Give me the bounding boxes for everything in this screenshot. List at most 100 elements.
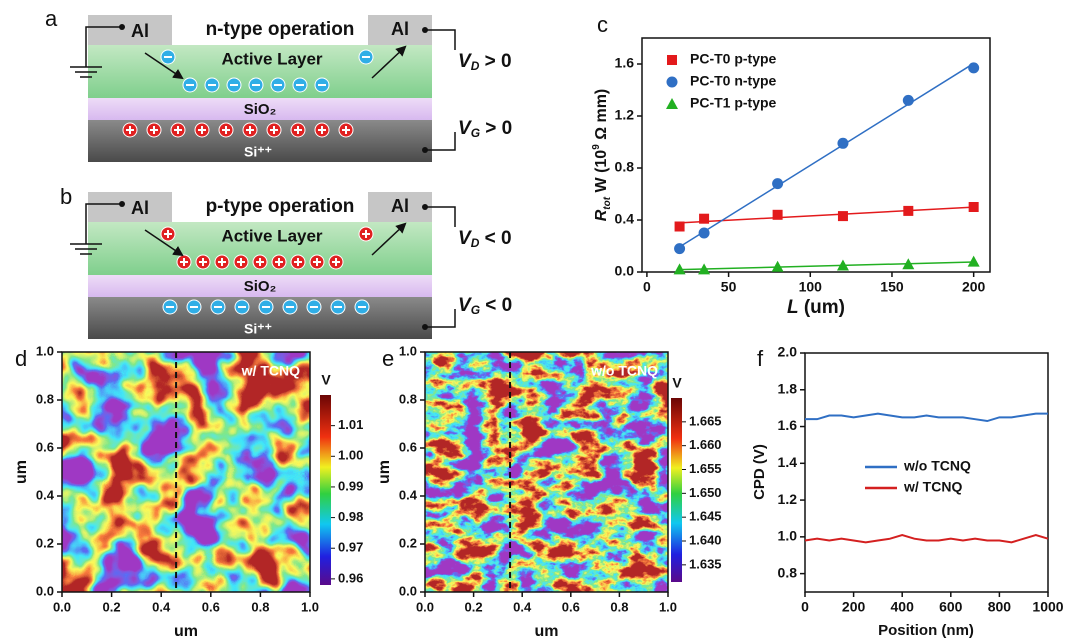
y-tick-label: 0.0 bbox=[615, 263, 635, 279]
y-axis-label: um bbox=[376, 460, 393, 484]
panel-label: b bbox=[60, 184, 72, 209]
y-tick-label: 2.0 bbox=[778, 344, 798, 360]
y-tick-label: 1.6 bbox=[615, 55, 635, 71]
x-tick-label: 1000 bbox=[1032, 599, 1063, 615]
subscript: G bbox=[471, 126, 480, 140]
wire bbox=[85, 203, 122, 244]
fit-line bbox=[679, 62, 975, 248]
layer-label: Si⁺⁺ bbox=[244, 321, 272, 337]
voltage-label: VD < 0 bbox=[458, 228, 512, 250]
substrate bbox=[88, 120, 432, 162]
x-tick-label: 0.6 bbox=[562, 599, 580, 614]
subscript: G bbox=[471, 303, 480, 317]
y-tick-label: 1.4 bbox=[778, 454, 798, 470]
contact bbox=[88, 192, 172, 222]
x-tick-label: 0.0 bbox=[53, 599, 71, 614]
y-tick-label: 0.8 bbox=[778, 564, 798, 580]
oxide bbox=[88, 98, 432, 120]
colorbar-tick-label: 0.99 bbox=[338, 478, 363, 493]
contact-label: Al bbox=[391, 196, 409, 216]
symbol: V bbox=[458, 228, 472, 249]
arrow bbox=[371, 45, 407, 79]
layer-label: SiO₂ bbox=[244, 278, 277, 295]
colorbar-tick-label: 1.640 bbox=[689, 532, 722, 547]
contact bbox=[88, 15, 172, 45]
series-line bbox=[804, 533, 1049, 544]
marker bbox=[673, 263, 686, 275]
y-tick-label: 0.4 bbox=[399, 487, 418, 502]
oxide bbox=[88, 275, 432, 297]
x-tick-label: 50 bbox=[721, 279, 737, 295]
colorbar-tick-label: 1.660 bbox=[689, 437, 722, 452]
marker bbox=[666, 98, 678, 109]
subscript: tot bbox=[602, 196, 613, 209]
voltage-label: VG < 0 bbox=[458, 295, 512, 317]
voltage-label: VG > 0 bbox=[458, 118, 512, 140]
x-tick-label: 100 bbox=[799, 279, 823, 295]
marker bbox=[903, 205, 914, 216]
symbol: V bbox=[458, 118, 472, 139]
x-axis-label: um bbox=[535, 623, 559, 640]
layer-label: Active Layer bbox=[221, 49, 322, 68]
plot-frame bbox=[424, 351, 669, 593]
superscript: 9 bbox=[591, 144, 602, 150]
colorbar-tick-label: 1.00 bbox=[338, 448, 363, 463]
wire bbox=[425, 132, 456, 151]
colorbar bbox=[671, 398, 682, 582]
legend-label: PC-T0 p-type bbox=[690, 51, 777, 67]
marker bbox=[699, 213, 710, 224]
x-tick-label: 200 bbox=[842, 599, 866, 615]
y-tick-label: 1.0 bbox=[778, 528, 798, 544]
marker bbox=[772, 178, 784, 190]
x-tick-label: 600 bbox=[939, 599, 963, 615]
relation: < 0 bbox=[480, 295, 512, 316]
legend-label: w/ TCNQ bbox=[903, 479, 962, 495]
symbol: L bbox=[787, 297, 799, 318]
relation: > 0 bbox=[479, 51, 511, 72]
marker bbox=[837, 211, 848, 222]
plot-frame bbox=[641, 37, 991, 273]
y-axis-label: CPD (V) bbox=[751, 444, 768, 500]
plot-frame bbox=[804, 352, 1049, 593]
colorbar-tick-label: 1.650 bbox=[689, 485, 722, 500]
legend-label: w/o TCNQ bbox=[903, 458, 971, 474]
marker bbox=[674, 243, 686, 255]
x-tick-label: 0.2 bbox=[103, 599, 121, 614]
y-tick-label: 1.6 bbox=[778, 417, 798, 433]
x-tick-label: 0.8 bbox=[610, 599, 628, 614]
unit: (um) bbox=[799, 297, 845, 318]
x-tick-label: 0.4 bbox=[513, 599, 532, 614]
contact-label: Al bbox=[391, 19, 409, 39]
x-tick-label: 800 bbox=[988, 599, 1012, 615]
contact-label: Al bbox=[131, 21, 149, 41]
legend-label: PC-T1 p-type bbox=[690, 95, 777, 111]
marker bbox=[836, 259, 849, 271]
unit: Ω mm) bbox=[593, 89, 610, 145]
y-tick-label: 0.6 bbox=[36, 439, 54, 454]
map-tag: w/o TCNQ bbox=[590, 363, 658, 379]
x-tick-label: 1.0 bbox=[301, 599, 319, 614]
x-tick-label: 200 bbox=[962, 279, 986, 295]
contact bbox=[368, 15, 432, 45]
x-tick-label: 0.8 bbox=[251, 599, 269, 614]
x-tick-label: 0.4 bbox=[152, 599, 171, 614]
relation: < 0 bbox=[479, 228, 511, 249]
subscript: D bbox=[471, 59, 480, 73]
marker bbox=[666, 76, 678, 88]
x-axis-label: Position (nm) bbox=[878, 622, 974, 639]
y-tick-label: 0.4 bbox=[36, 487, 55, 502]
symbol: V bbox=[458, 295, 472, 316]
y-tick-label: 1.0 bbox=[36, 343, 54, 358]
y-axis-label: Rtot W (109 Ω mm) bbox=[591, 89, 613, 222]
wire bbox=[425, 309, 456, 328]
symbol: R bbox=[593, 209, 610, 221]
y-axis-label: um bbox=[13, 460, 30, 484]
y-tick-label: 0.6 bbox=[399, 439, 417, 454]
marker bbox=[837, 137, 849, 149]
arrow bbox=[371, 222, 407, 256]
y-tick-label: 0.0 bbox=[36, 583, 54, 598]
panel-label: d bbox=[15, 346, 27, 371]
kpfm-map bbox=[62, 352, 310, 592]
y-tick-label: 1.0 bbox=[399, 343, 417, 358]
